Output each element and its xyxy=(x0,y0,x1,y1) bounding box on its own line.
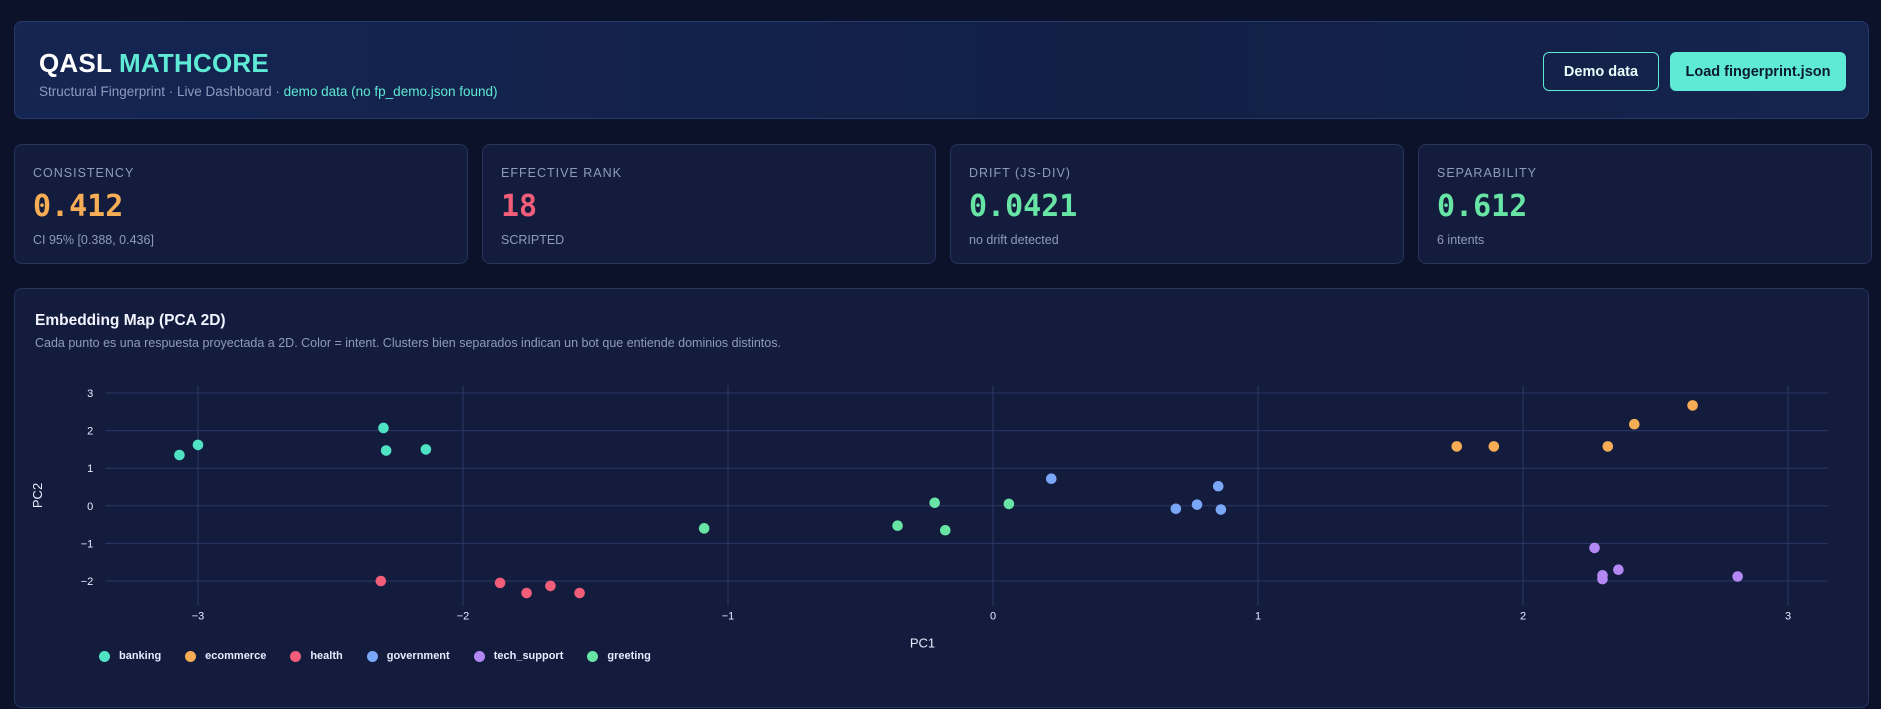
data-point-government[interactable] xyxy=(1215,504,1227,515)
metric-label: EFFECTIVE RANK xyxy=(501,166,622,180)
load-fingerprint-button[interactable]: Load fingerprint.json xyxy=(1670,52,1846,91)
data-point-greeting[interactable] xyxy=(929,497,940,509)
x-tick-label: 3 xyxy=(1785,610,1791,622)
metric-card-drift: DRIFT (JS-DIV) 0.0421 no drift detected xyxy=(950,144,1404,264)
y-axis-title: PC2 xyxy=(30,483,45,508)
brand-accent: MATHCORE xyxy=(119,48,269,78)
metric-card-consistency: CONSISTENCY 0.412 CI 95% [0.388, 0.436] xyxy=(14,144,468,264)
data-point-greeting[interactable] xyxy=(698,523,710,534)
legend-swatch xyxy=(473,650,485,662)
metric-card-effective-rank: EFFECTIVE RANK 18 SCRIPTED xyxy=(482,144,936,264)
x-tick-label: −1 xyxy=(722,610,735,622)
brand-primary: QASL xyxy=(39,48,112,78)
pca-scatter-plot[interactable]: −3 −2 −1 0 1 2 3 −2 −1 0 1 2 3 PC1 PC2 xyxy=(15,289,1868,707)
legend-label: ecommerce xyxy=(205,650,267,662)
panel-title: Embedding Map (PCA 2D) xyxy=(35,312,226,329)
x-tick-label: −3 xyxy=(192,610,205,622)
subtitle-text: Structural Fingerprint · Live Dashboard … xyxy=(39,84,284,99)
metric-label: SEPARABILITY xyxy=(1437,166,1537,180)
y-tick-label: 2 xyxy=(87,426,93,438)
data-point-health[interactable] xyxy=(375,575,387,587)
data-point-ecommerce[interactable] xyxy=(1629,418,1640,430)
legend-label: tech_support xyxy=(493,650,564,662)
metric-label: CONSISTENCY xyxy=(33,166,135,180)
data-point-banking[interactable] xyxy=(174,449,185,461)
data-point-greeting[interactable] xyxy=(892,520,903,532)
metric-label: DRIFT (JS-DIV) xyxy=(969,166,1071,180)
legend-swatch xyxy=(99,650,110,662)
metric-subtext: 6 intents xyxy=(1437,233,1485,247)
panel-description: Cada punto es una respuesta proyectada a… xyxy=(35,336,781,350)
metric-subtext: no drift detected xyxy=(969,233,1059,247)
data-point-government[interactable] xyxy=(1046,473,1057,485)
y-tick-label: 0 xyxy=(87,501,93,513)
x-tick-label: 2 xyxy=(1520,610,1526,622)
data-point-banking[interactable] xyxy=(420,444,432,455)
metric-value: 0.0421 xyxy=(969,189,1078,224)
y-tick-label: 3 xyxy=(87,388,93,400)
data-point-health[interactable] xyxy=(574,587,585,599)
data-point-ecommerce[interactable] xyxy=(1488,441,1500,452)
y-tick-label: −2 xyxy=(81,576,94,588)
legend-label: banking xyxy=(119,650,162,662)
legend-label: government xyxy=(386,650,450,662)
data-point-greeting[interactable] xyxy=(940,524,951,536)
data-point-tech-support[interactable] xyxy=(1732,571,1743,582)
dashboard-header: QASL MATHCORE Structural Fingerprint · L… xyxy=(14,21,1869,119)
x-tick-label: 1 xyxy=(1255,610,1261,622)
y-tick-label: 1 xyxy=(87,463,93,475)
data-point-health[interactable] xyxy=(545,580,556,592)
legend-swatch xyxy=(587,650,599,662)
data-point-ecommerce[interactable] xyxy=(1687,400,1698,411)
legend-item-government[interactable]: government xyxy=(366,650,450,662)
metric-value: 0.412 xyxy=(33,189,124,224)
y-tick-label: −1 xyxy=(81,538,94,550)
data-point-banking[interactable] xyxy=(378,422,389,434)
legend-item-greeting[interactable]: greeting xyxy=(587,650,651,662)
x-tick-label: 0 xyxy=(990,610,996,622)
legend-item-health[interactable]: health xyxy=(290,650,343,662)
data-source-status: demo data (no fp_demo.json found) xyxy=(283,84,498,99)
metric-value: 18 xyxy=(501,189,538,224)
data-point-government[interactable] xyxy=(1191,499,1203,510)
demo-data-button[interactable]: Demo data xyxy=(1543,52,1659,91)
data-point-ecommerce[interactable] xyxy=(1602,441,1614,452)
data-point-government[interactable] xyxy=(1212,480,1224,492)
legend-swatch xyxy=(366,650,378,662)
legend-item-banking[interactable]: banking xyxy=(99,650,161,662)
legend-item-tech-support[interactable]: tech_support xyxy=(473,650,564,662)
app-title: QASL MATHCORE xyxy=(39,48,269,79)
header-subtitle: Structural Fingerprint · Live Dashboard … xyxy=(39,84,498,99)
legend-label: greeting xyxy=(607,650,651,662)
data-point-ecommerce[interactable] xyxy=(1451,441,1463,452)
chart-legend: banking ecommerce health government tech_sup… xyxy=(99,650,675,662)
legend-swatch xyxy=(185,650,197,662)
legend-label: health xyxy=(310,650,343,662)
data-point-health[interactable] xyxy=(494,577,506,589)
x-axis-title: PC1 xyxy=(910,635,935,650)
data-point-banking[interactable] xyxy=(380,445,392,456)
embedding-map-panel: Embedding Map (PCA 2D) Cada punto es una… xyxy=(14,288,1869,708)
data-point-health[interactable] xyxy=(521,587,532,599)
data-point-greeting[interactable] xyxy=(1003,498,1015,510)
legend-item-ecommerce[interactable]: ecommerce xyxy=(185,650,266,662)
metric-value: 0.612 xyxy=(1437,189,1528,224)
data-point-banking[interactable] xyxy=(192,439,204,451)
metric-subtext: SCRIPTED xyxy=(501,233,565,247)
data-point-tech-support[interactable] xyxy=(1613,564,1624,576)
metric-card-separability: SEPARABILITY 0.612 6 intents xyxy=(1418,144,1872,264)
x-tick-label: −2 xyxy=(457,610,470,622)
legend-swatch xyxy=(290,650,302,662)
data-point-tech-support[interactable] xyxy=(1597,573,1608,585)
metric-subtext: CI 95% [0.388, 0.436] xyxy=(33,233,154,247)
data-point-government[interactable] xyxy=(1170,503,1182,515)
data-point-tech-support[interactable] xyxy=(1589,542,1600,554)
